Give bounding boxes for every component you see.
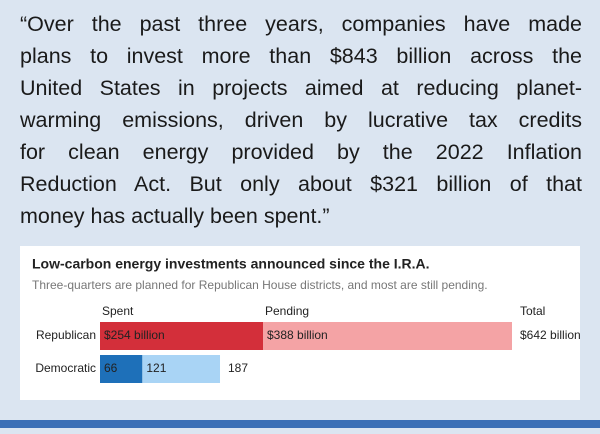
value-label: $254 billion (104, 328, 165, 342)
chart-title: Low-carbon energy investments announced … (32, 256, 430, 272)
value-label: $388 billion (267, 328, 328, 342)
chart-subtitle: Three-quarters are planned for Republica… (32, 278, 488, 292)
column-header: Spent (102, 304, 134, 318)
bar-segment (142, 355, 221, 383)
quote-line: United States in projects aimed at reduc… (20, 76, 582, 100)
column-header: Total (520, 304, 545, 318)
total-label: 187 (228, 361, 248, 375)
bar-segment (100, 355, 143, 383)
value-label: 66 (104, 361, 118, 375)
column-header: Pending (265, 304, 309, 318)
bottom-stripe (0, 420, 600, 428)
quote: “Over the past three years, companies ha… (20, 8, 582, 232)
bar-segment (100, 322, 264, 350)
bar-segment (263, 322, 512, 350)
quote-line: plans to invest more than $843 billion a… (20, 44, 582, 68)
category-label: Democratic (35, 361, 96, 375)
quote-line: for clean energy provided by the 2022 In… (20, 140, 582, 164)
chart-panel: Low-carbon energy investments announced … (20, 246, 581, 400)
quote-line: Reduction Act. But only about $321 billi… (20, 172, 582, 196)
value-label: 121 (146, 361, 166, 375)
total-label: $642 billion (520, 328, 580, 342)
chart: Low-carbon energy investments announced … (32, 256, 581, 383)
quote-line: warming emissions, driven by lucrative t… (20, 108, 582, 132)
category-label: Republican (36, 328, 96, 342)
quote-line: money has actually been spent.” (20, 204, 330, 228)
quote-line: “Over the past three years, companies ha… (20, 12, 582, 36)
